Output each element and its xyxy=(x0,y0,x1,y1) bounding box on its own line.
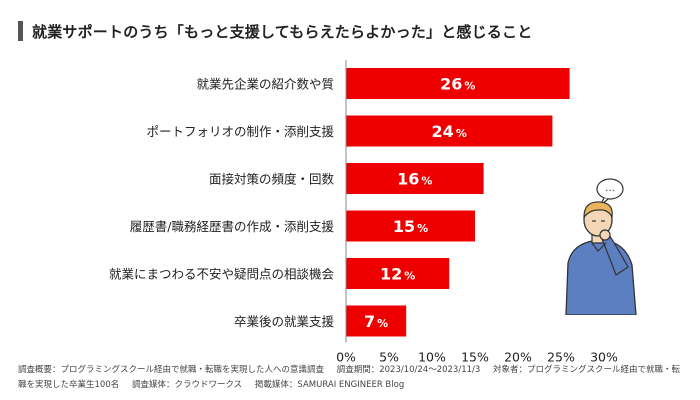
bar-value-label-2: 16% xyxy=(397,170,432,189)
bar-value-label-3: 15% xyxy=(393,217,428,236)
category-label-1: ポートフォリオの制作・添削支援 xyxy=(146,124,334,139)
x-tick-label-6: 30% xyxy=(590,350,618,365)
bar-1 xyxy=(346,115,553,147)
footnote-medium: 調査媒体：クラウドワークス xyxy=(131,380,243,390)
bar-4 xyxy=(346,258,450,289)
hand-icon xyxy=(599,229,611,241)
x-tick-label-3: 15% xyxy=(461,350,489,365)
bar-2 xyxy=(346,163,484,194)
bar-5 xyxy=(346,305,407,337)
thinking-person-illustration: … xyxy=(548,175,648,319)
category-label-2: 面接対策の頻度・回数 xyxy=(209,172,335,187)
speech-bubble-icon xyxy=(596,178,624,200)
x-tick-label-4: 20% xyxy=(504,350,532,365)
x-tick-label-1: 5% xyxy=(379,350,399,365)
bar-3 xyxy=(346,210,475,242)
x-tick-label-5: 25% xyxy=(547,350,575,365)
hair-icon xyxy=(583,201,613,219)
footnote: 調査概要：プログラミングスクール経由で就職・転職を実現した人への意識調査 調査期… xyxy=(18,363,688,393)
bar-value-label-0: 26% xyxy=(440,75,475,94)
category-label-3: 履歴書/職務経歴書の作成・添削支援 xyxy=(130,219,335,234)
category-labels: 就業先企業の紹介数や質ポートフォリオの制作・添削支援面接対策の頻度・回数履歴書/… xyxy=(109,77,335,330)
footnote-published: 掲載媒体：SAMURAI ENGINEER Blog xyxy=(254,380,405,390)
category-label-0: 就業先企業の紹介数や質 xyxy=(196,77,334,92)
shirt-icon xyxy=(565,240,637,316)
title-accent-bar xyxy=(18,21,23,41)
title-block: 就業サポートのうち「もっと支援してもらえたらよかった」と感じること xyxy=(18,20,532,42)
bar-value-label-4: 12% xyxy=(380,265,415,284)
footnote-survey-period: 調査期間：2023/10/24〜2023/11/3 xyxy=(336,365,481,375)
footnote-target: 対象者：プログラミングスクール経由で就職・転職を実現した卒業生100名 xyxy=(18,365,681,390)
speech-bubble-text: … xyxy=(605,183,615,194)
x-tick-label-2: 10% xyxy=(418,350,446,365)
bars: 26 % 24 % 16 % 15 % 12 % 7% xyxy=(346,68,570,337)
category-label-4: 就業にまつわる不安や疑問点の相談機会 xyxy=(109,267,335,282)
x-axis-ticks: 0% 5% 10% 15% 20% 25% 30% xyxy=(336,350,618,365)
bar-value-label-5: 7% xyxy=(364,312,388,331)
footnote-survey-overview: 調査概要：プログラミングスクール経由で就職・転職を実現した人への意識調査 xyxy=(18,365,325,375)
category-label-5: 卒業後の就業支援 xyxy=(234,314,335,329)
bar-0 xyxy=(346,68,570,99)
bar-value-label-1: 24% xyxy=(432,122,467,141)
chart-title: 就業サポートのうち「もっと支援してもらえたらよかった」と感じること xyxy=(32,22,533,41)
x-tick-label-0: 0% xyxy=(336,350,356,365)
